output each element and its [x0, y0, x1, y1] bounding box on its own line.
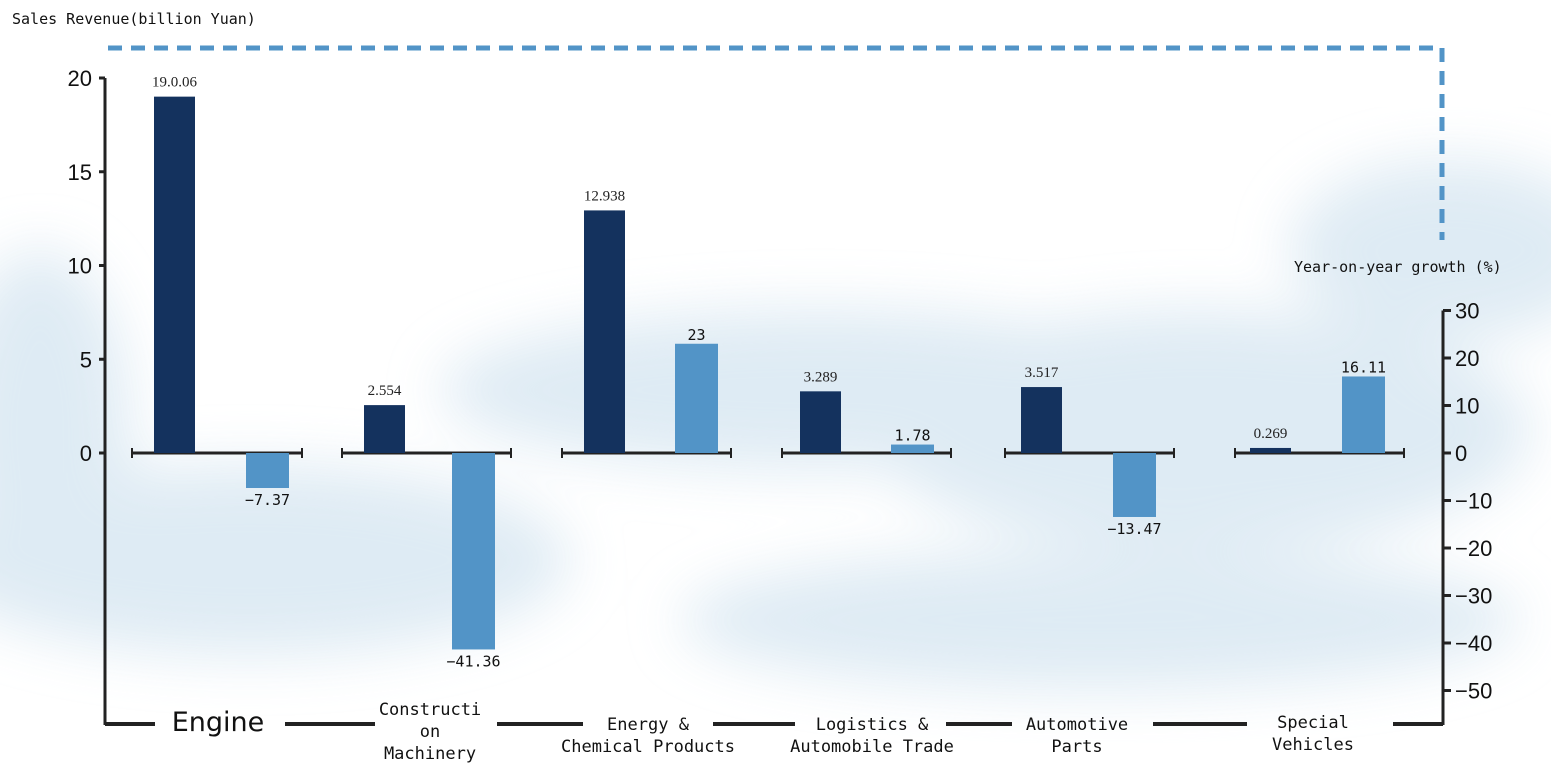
right-tick-label: −30 [1455, 584, 1492, 609]
growth-bar [891, 444, 934, 453]
category-label: Special Vehicles [1203, 712, 1423, 756]
category-label: Engine [108, 708, 328, 738]
category-label-line: Machinery [383, 744, 477, 764]
revenue-bar [154, 96, 195, 453]
category-label: Automotive Parts [967, 714, 1187, 758]
category-label: Constructi on Machinery [320, 699, 540, 765]
revenue-data-label: 19.0.06 [152, 75, 198, 91]
revenue-bar [1250, 447, 1291, 453]
right-axis-title: Year-on-year growth (%) [1294, 258, 1502, 276]
growth-data-label: 16.11 [1341, 358, 1386, 376]
growth-data-label: −7.37 [245, 491, 290, 509]
revenue-bar [584, 210, 625, 453]
revenue-data-label: 3.517 [1025, 365, 1059, 381]
growth-data-label: −13.47 [1107, 520, 1161, 538]
category-label-line: Logistics & [815, 715, 929, 735]
growth-data-label: 23 [687, 326, 705, 344]
left-tick-label: 0 [80, 441, 92, 466]
right-tick-label: 10 [1455, 394, 1479, 419]
category-label-line: Special [1277, 713, 1349, 733]
category-label-line: Energy & [607, 715, 689, 735]
right-tick-label: −20 [1455, 536, 1492, 561]
right-tick-label: 0 [1455, 441, 1467, 466]
revenue-data-label: 0.269 [1254, 426, 1288, 442]
left-tick-label: 5 [80, 347, 92, 372]
category-label-line: Automobile Trade [790, 737, 954, 757]
category-label-line: Vehicles [1272, 735, 1354, 755]
category-label: Logistics & Automobile Trade [762, 714, 982, 758]
left-tick-label: 10 [68, 254, 92, 279]
revenue-data-label: 3.289 [804, 369, 838, 385]
left-axis-title: Sales Revenue(billion Yuan) [12, 10, 256, 28]
right-tick-label: −50 [1455, 679, 1492, 704]
right-tick-label: 30 [1455, 299, 1479, 324]
category-label-line: Engine [171, 707, 265, 738]
revenue-data-label: 2.554 [368, 383, 402, 399]
left-tick-label: 20 [68, 66, 92, 91]
dashed-frame [108, 45, 1445, 240]
category-label: Energy & Chemical Products [538, 714, 758, 758]
right-tick-label: −10 [1455, 489, 1492, 514]
category-label-line: on [419, 722, 441, 742]
revenue-data-label: 12.938 [584, 188, 625, 204]
growth-bar [1342, 376, 1385, 453]
growth-bar [675, 343, 718, 453]
left-tick-label: 15 [68, 160, 92, 185]
growth-bar [452, 453, 495, 650]
growth-bar [1113, 453, 1156, 517]
right-tick-label: 20 [1455, 346, 1479, 371]
category-label-line: Chemical Products [561, 737, 735, 757]
revenue-bar [364, 405, 405, 453]
category-label-line: Parts [1051, 737, 1103, 757]
growth-data-label: 1.78 [894, 427, 930, 445]
right-tick-label: −40 [1455, 631, 1492, 656]
revenue-bar [800, 391, 841, 453]
revenue-bar [1021, 387, 1062, 453]
category-label-line: Automotive [1025, 715, 1129, 735]
growth-data-label: −41.36 [446, 652, 500, 670]
growth-bar [246, 453, 289, 489]
category-label-line: Constructi [378, 700, 482, 720]
